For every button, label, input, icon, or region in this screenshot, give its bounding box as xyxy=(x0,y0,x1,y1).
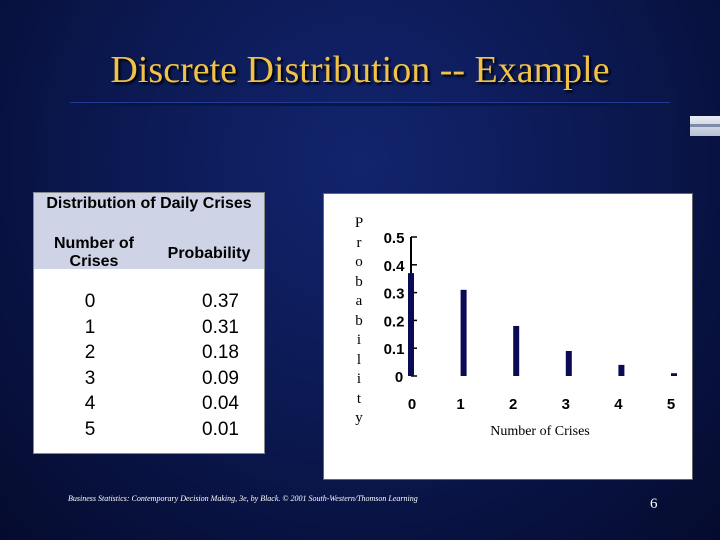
y-axis-label-letter: i xyxy=(356,332,362,348)
y-tick-label: 0.2 xyxy=(384,313,405,330)
table-cell-prob: 0.09 xyxy=(202,367,239,389)
table-cell-count: 1 xyxy=(84,316,96,338)
y-axis-label-letter: t xyxy=(356,390,362,407)
x-tick-label: 0 xyxy=(408,396,416,413)
bar xyxy=(460,289,467,376)
col-header-crises: Number of Crises xyxy=(54,235,134,270)
table-cell-count: 5 xyxy=(84,418,96,440)
table-header-row: Number of Crises Probability xyxy=(34,233,264,270)
y-axis-label-letter: a xyxy=(355,293,363,309)
footer-citation: Business Statistics: Contemporary Decisi… xyxy=(68,494,418,503)
y-tick-label: 0.4 xyxy=(384,258,406,275)
bar xyxy=(618,364,625,376)
bar xyxy=(671,373,677,376)
chart-plot: 0 0.1 0.2 0.3 0.4 0.5 0 1 2 3 4 5 Number of Crises xyxy=(384,230,677,439)
y-tick-label: 0.3 xyxy=(384,286,405,303)
table-cell-prob: 0.18 xyxy=(202,342,239,363)
x-tick-label: 5 xyxy=(667,396,675,413)
table-cell-count: 3 xyxy=(84,367,96,389)
y-tick-label: 0.1 xyxy=(384,341,405,358)
table-cell-count: 2 xyxy=(84,342,96,363)
x-tick-label: 2 xyxy=(509,396,517,413)
y-tick-label: 0.5 xyxy=(384,230,405,247)
x-tick-label: 4 xyxy=(614,396,623,413)
table-cell-prob: 0.37 xyxy=(202,291,239,312)
table-cell-count: 4 xyxy=(84,393,96,414)
decorative-side-block xyxy=(690,116,720,136)
probability-column: 0.37 0.31 0.18 0.09 0.04 0.01 xyxy=(202,289,262,442)
y-axis-label-letter: b xyxy=(355,273,363,290)
crises-column: 0 1 2 3 4 5 xyxy=(34,289,146,442)
table-cell-prob: 0.31 xyxy=(202,316,239,338)
title-divider xyxy=(70,102,670,106)
bar xyxy=(513,325,520,376)
distribution-table: Distribution of Daily Crises Number of C… xyxy=(33,192,265,454)
slide-title: Discrete Distribution -- Example xyxy=(110,49,610,91)
x-axis-label: Number of Crises xyxy=(490,424,590,439)
y-axis-label-letter: o xyxy=(355,254,363,270)
y-axis-label-letter: y xyxy=(355,410,363,426)
y-axis-label-letter: b xyxy=(355,312,363,329)
decorative-side-bar xyxy=(690,124,720,127)
table-cell-prob: 0.01 xyxy=(202,418,239,440)
table-title: Distribution of Daily Crises xyxy=(34,193,264,233)
bar xyxy=(565,350,572,376)
y-axis-label-letter: r xyxy=(356,234,362,251)
x-tick-label: 3 xyxy=(562,396,570,413)
bar xyxy=(408,273,414,376)
page-number: 6 xyxy=(650,496,658,512)
col-header-probability: Probability xyxy=(167,245,251,262)
y-axis-label-letter: P xyxy=(354,215,364,231)
y-axis-label-letter: l xyxy=(356,351,362,368)
x-tick-label: 1 xyxy=(456,396,464,413)
table-cell-prob: 0.04 xyxy=(202,393,239,414)
table-cell-count: 0 xyxy=(84,291,96,312)
y-axis-label-letter: i xyxy=(356,371,362,387)
y-tick-label: 0 xyxy=(395,369,403,386)
